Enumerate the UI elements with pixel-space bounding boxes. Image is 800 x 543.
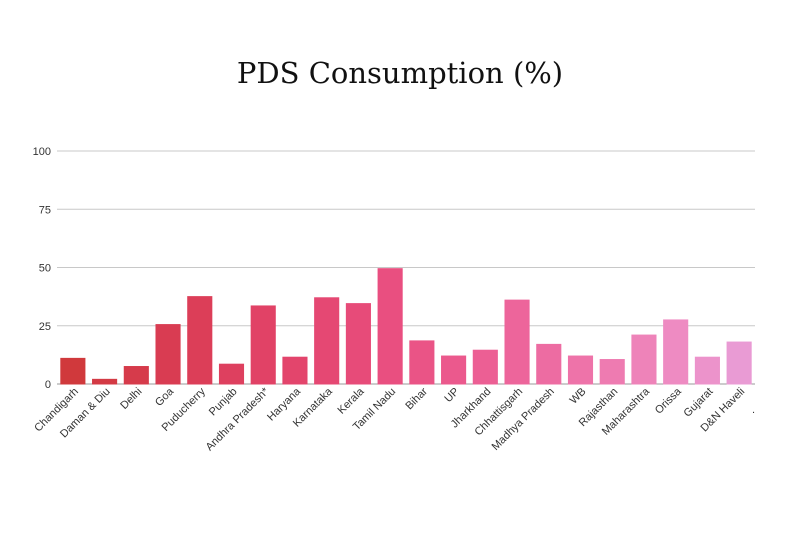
y-tick-label: 75	[39, 204, 51, 216]
bar-tamil-nadu	[377, 268, 403, 385]
y-tick-label: 100	[33, 146, 51, 158]
bar-kerala	[345, 303, 371, 385]
bar-madhya-pradesh	[536, 343, 562, 385]
bar-punjab	[218, 363, 245, 385]
footnote-mark: .	[752, 404, 755, 416]
x-tick-label: Orissa	[653, 385, 685, 417]
bar-chhattisgarh	[504, 299, 530, 385]
bar-haryana	[282, 356, 308, 385]
bar-d-n-haveli	[726, 341, 752, 385]
bars	[60, 268, 752, 385]
bar-jharkhand	[472, 349, 498, 385]
y-tick-label: 0	[45, 379, 51, 391]
x-tick-label: Bihar	[403, 385, 430, 412]
y-tick-label: 25	[39, 321, 51, 333]
bar-karnataka	[314, 297, 340, 385]
bar-andhra-pradesh	[250, 305, 276, 385]
bar-rajasthan	[599, 359, 625, 385]
y-tick-label: 50	[39, 263, 51, 275]
x-tick-label: Delhi	[118, 386, 144, 412]
bar-daman-diu	[92, 378, 118, 385]
chart-title: PDS Consumption (%)	[236, 56, 564, 90]
x-tick-label: WB	[568, 386, 589, 407]
bar-puducherry	[187, 296, 213, 385]
x-tick-label: Goa	[153, 385, 177, 409]
bar-wb	[567, 355, 594, 385]
bar-orissa	[663, 319, 689, 385]
x-tick-label: UP	[442, 386, 461, 405]
bar-chandigarh	[60, 357, 86, 385]
bar-goa	[155, 324, 181, 385]
bar-maharashtra	[631, 334, 657, 385]
bar-gujarat	[694, 356, 720, 385]
y-axis-ticks: 0 25 50 75 100	[33, 146, 51, 391]
bar-delhi	[123, 366, 149, 385]
bar-bihar	[409, 340, 435, 385]
bar-up	[441, 355, 467, 385]
